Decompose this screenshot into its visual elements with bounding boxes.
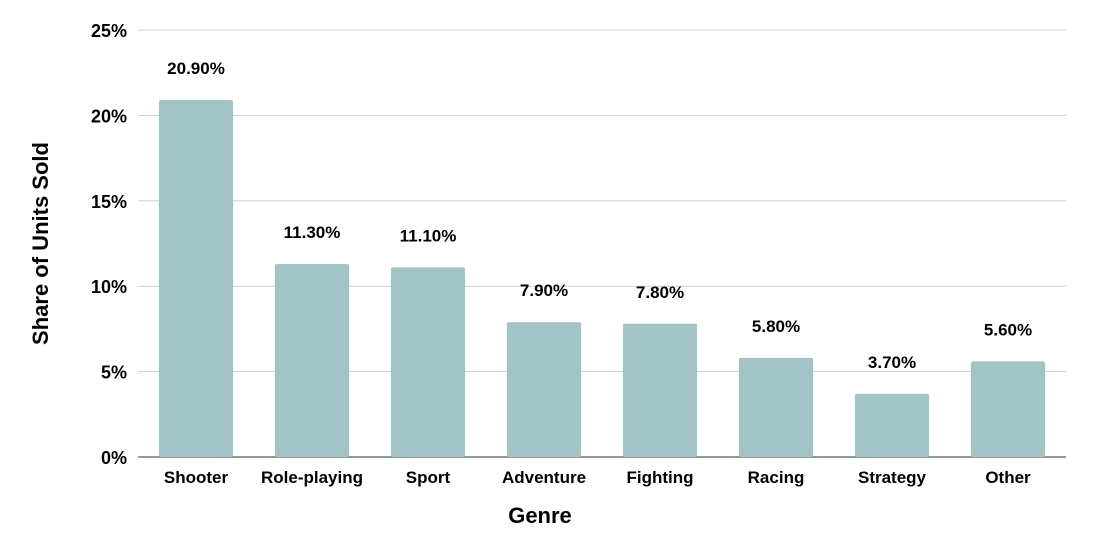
data-label: 5.60%	[984, 320, 1032, 339]
data-label: 5.80%	[752, 317, 800, 336]
data-label: 7.80%	[636, 283, 684, 302]
bar-fighting	[622, 323, 698, 457]
y-tick-label: 15%	[91, 192, 127, 212]
y-tick-label: 5%	[101, 363, 127, 383]
x-axis-ticks: Shooter Role-playing Sport Adventure Fightin…	[164, 468, 1031, 487]
y-axis-ticks: 0% 5% 10% 15% 20% 25%	[91, 21, 127, 468]
bars	[158, 100, 1046, 457]
y-tick-label: 20%	[91, 106, 127, 126]
bar-role-playing	[274, 263, 350, 457]
bar-racing	[738, 357, 814, 457]
y-tick-label: 25%	[91, 21, 127, 41]
bar-strategy	[854, 393, 930, 457]
y-tick-label: 0%	[101, 448, 127, 468]
data-label: 7.90%	[520, 281, 568, 300]
data-label: 11.30%	[284, 223, 341, 242]
data-labels: 20.90% 11.30% 11.10% 7.90% 7.80% 5.80% 3.70% 5.…	[167, 59, 1032, 372]
y-tick-label: 10%	[91, 277, 127, 297]
x-tick-label: Role-playing	[261, 468, 363, 487]
x-tick-label: Other	[985, 468, 1031, 487]
x-tick-label: Shooter	[164, 468, 229, 487]
y-axis-title: Share of Units Sold	[28, 142, 53, 345]
x-tick-label: Racing	[748, 468, 805, 487]
x-tick-label: Strategy	[858, 468, 927, 487]
bar-sport	[390, 267, 466, 457]
x-axis-title: Genre	[508, 503, 572, 528]
x-tick-label: Adventure	[502, 468, 586, 487]
x-tick-label: Fighting	[626, 468, 693, 487]
bar-shooter	[158, 100, 234, 457]
x-tick-label: Sport	[406, 468, 451, 487]
data-label: 11.10%	[400, 226, 457, 245]
bar-adventure	[506, 322, 582, 457]
data-label: 20.90%	[167, 59, 225, 78]
bar-other	[970, 361, 1046, 457]
data-label: 3.70%	[868, 353, 916, 372]
